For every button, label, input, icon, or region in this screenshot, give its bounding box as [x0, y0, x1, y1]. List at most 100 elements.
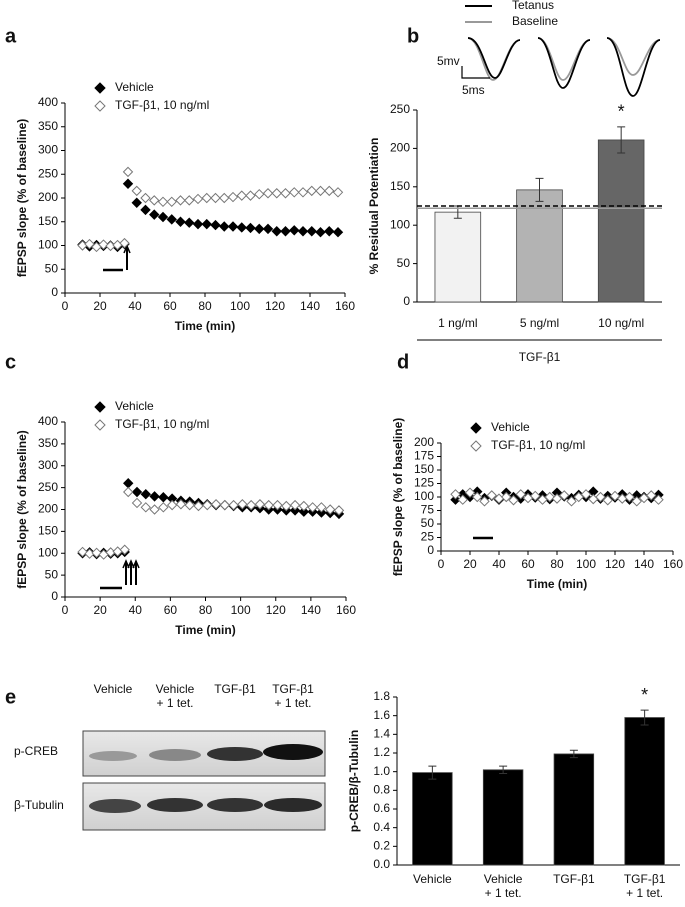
data-point: [537, 494, 548, 505]
data-point: [289, 499, 301, 511]
y-tick-label: 1.0: [373, 764, 390, 778]
x-tick-label: 100: [576, 557, 596, 571]
y-tick-label: 0.0: [373, 857, 390, 871]
x-tick-label: 80: [198, 299, 212, 313]
inset-legend-label: Tetanus: [512, 0, 554, 12]
data-point: [544, 491, 555, 503]
y-tick-label: 300: [38, 143, 58, 157]
error-bar: [569, 749, 578, 759]
data-point: [219, 221, 230, 232]
data-point: [450, 489, 461, 500]
y-tick-label: 1.8: [373, 689, 390, 703]
data-point: [595, 491, 606, 503]
data-point: [201, 218, 212, 230]
x-tick-label: 140: [301, 603, 321, 617]
data-point: [184, 195, 195, 206]
panel-label: e: [5, 686, 16, 708]
lane-label: TGF-β1: [272, 682, 314, 696]
data-point: [184, 499, 195, 511]
data-point: [472, 491, 483, 503]
data-point: [158, 502, 169, 513]
y-tick-label: 400: [38, 95, 58, 109]
legend-label: Vehicle: [491, 420, 530, 434]
y-tick-label: 50: [45, 567, 59, 581]
y-axis-title: fEPSP slope (% of baseline): [391, 418, 405, 576]
data-point: [122, 178, 134, 189]
data-point: [332, 187, 344, 198]
x-tick-label: TGF-β1: [553, 872, 595, 886]
y-tick-label: 100: [38, 238, 58, 252]
data-point: [324, 226, 335, 237]
bar: [597, 139, 645, 303]
data-point: [464, 487, 476, 498]
x-tick-label: 60: [164, 603, 178, 617]
data-point: [332, 226, 344, 238]
y-tick-label: 150: [390, 179, 410, 193]
data-point: [227, 221, 239, 232]
panel-label: b: [407, 25, 419, 47]
x-tick-label: + 1 tet.: [485, 886, 522, 900]
x-tick-label: 160: [336, 603, 356, 617]
data-point: [236, 222, 247, 233]
row-label: β-Tubulin: [14, 798, 64, 812]
data-point: [272, 499, 283, 511]
data-point: [228, 499, 239, 511]
data-point: [219, 192, 230, 204]
y-tick-label: 250: [38, 166, 58, 180]
error-bar: [535, 177, 544, 202]
data-point: [158, 492, 169, 503]
data-point: [131, 486, 143, 498]
y-tick-label: 50: [45, 261, 59, 275]
x-axis-title: Time (min): [527, 577, 587, 591]
lane-label: TGF-β1: [214, 682, 256, 696]
data-point: [123, 486, 134, 498]
data-point: [281, 500, 292, 512]
y-tick-label: 25: [421, 530, 435, 544]
y-tick-label: 0: [403, 294, 410, 308]
data-point: [202, 499, 213, 511]
data-point: [324, 185, 335, 197]
data-point: [166, 214, 177, 225]
data-point: [91, 547, 102, 559]
data-point: [263, 499, 274, 511]
data-point: [333, 505, 345, 516]
x-tick-label: Vehicle: [413, 872, 452, 886]
y-tick-label: 100: [414, 489, 434, 503]
y-tick-label: 0: [51, 589, 58, 603]
data-point: [149, 195, 160, 206]
panel-label: d: [397, 351, 409, 373]
y-tick-label: 75: [421, 503, 435, 517]
legend-marker: [94, 100, 106, 112]
data-point: [580, 489, 592, 500]
data-point: [254, 188, 265, 200]
x-tick-label: 120: [266, 603, 286, 617]
x-tick-label: 80: [550, 557, 564, 571]
data-point: [316, 502, 327, 513]
x-tick-label: 60: [163, 299, 177, 313]
x-tick-label: 120: [265, 299, 285, 313]
bar: [482, 769, 524, 866]
y-axis-title: fEPSP slope (% of baseline): [15, 119, 29, 277]
legend-label: TGF-β1, 10 ng/ml: [115, 417, 209, 431]
x-tick-label: 60: [521, 557, 535, 571]
x-axis-title: Time (min): [175, 319, 235, 333]
data-point: [184, 217, 195, 228]
bar: [412, 772, 453, 866]
data-point: [131, 497, 143, 509]
error-bar: [640, 709, 649, 726]
data-point: [315, 226, 326, 238]
bar: [624, 717, 665, 866]
y-tick-label: 1.6: [373, 708, 390, 722]
data-point: [280, 188, 291, 199]
y-tick-label: 100: [38, 545, 58, 559]
lane-label: + 1 tet.: [156, 696, 193, 710]
data-point: [515, 489, 526, 500]
x-tick-label: 140: [634, 557, 654, 571]
data-point: [271, 226, 282, 237]
data-point: [646, 490, 657, 501]
y-tick-label: 1.4: [373, 727, 390, 741]
data-point: [140, 192, 151, 204]
data-point: [450, 494, 461, 505]
data-point: [192, 218, 204, 230]
data-point: [653, 494, 664, 505]
